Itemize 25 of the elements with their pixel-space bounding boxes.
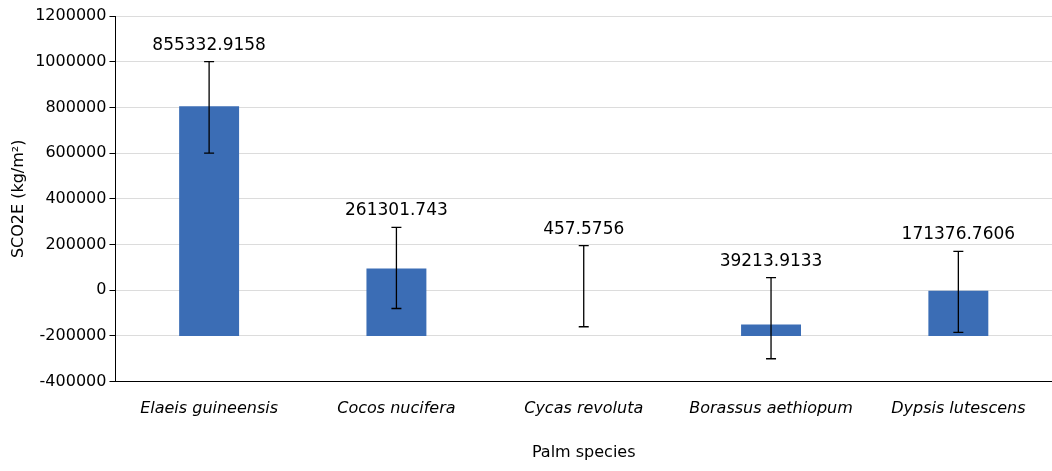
- annotation: 457.5756: [543, 217, 625, 238]
- annotation: 855332.9158: [152, 33, 266, 54]
- x-tick-label: Borassus aethiopum: [689, 398, 853, 418]
- y-tick-label: -400000: [39, 370, 107, 390]
- annotation: 171376.7606: [901, 223, 1016, 244]
- y-tick-label: 1000000: [35, 50, 107, 70]
- x-tick-label: Cycas revoluta: [524, 398, 644, 418]
- y-tick-label: 600000: [45, 142, 107, 162]
- x-tick-label: Cocos nucifera: [337, 398, 456, 418]
- y-tick-label: 1200000: [35, 5, 107, 25]
- x-axis-title: Palm species: [531, 441, 636, 461]
- y-tick-label: 400000: [45, 187, 107, 207]
- y-axis-title: SCO2E (kg/m²): [7, 139, 27, 259]
- y-tick-label: 800000: [45, 96, 107, 116]
- bar: [928, 290, 989, 336]
- x-tick-label: Elaeis guineensis: [140, 398, 279, 418]
- annotation: 261301.743: [345, 199, 448, 220]
- y-tick-label: 0: [96, 279, 107, 299]
- bar: [179, 106, 240, 336]
- bar: [741, 324, 802, 336]
- y-tick-label: -200000: [39, 325, 107, 345]
- annotation: 39213.9133: [719, 249, 823, 270]
- x-tick-label: Dypsis lutescens: [891, 398, 1026, 418]
- bar: [366, 268, 427, 336]
- y-tick-label: 200000: [45, 233, 107, 253]
